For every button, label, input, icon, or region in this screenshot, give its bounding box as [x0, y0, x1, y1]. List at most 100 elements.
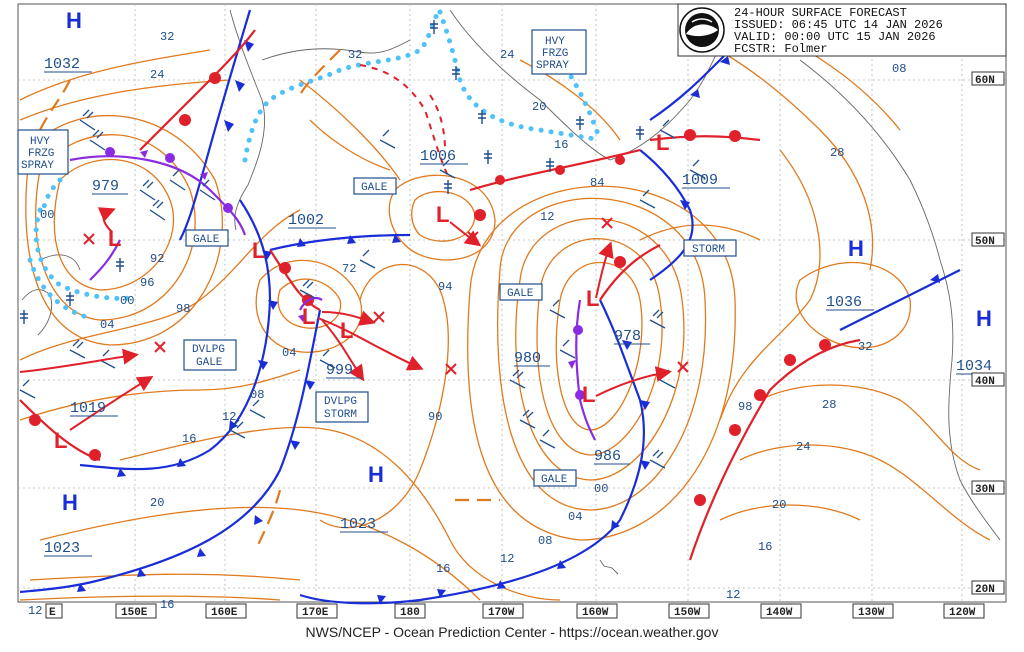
- low-pressure-980: 980: [514, 350, 541, 367]
- low-pressure-1006: 1006: [420, 148, 456, 165]
- low-symbol: L: [656, 130, 669, 155]
- isobar-label: 84: [590, 176, 604, 190]
- isobar-label: 00: [40, 208, 54, 222]
- warning-box-gale-1: GALE: [353, 177, 397, 195]
- low-pressure-978: 978: [614, 328, 641, 345]
- header-valid: VALID: 00:00 UTC 15 JAN 2026: [734, 30, 936, 44]
- header-title: 24-HOUR SURFACE FORECAST: [734, 6, 907, 20]
- map-canvas: L L L L L L L L L H H H H H 1032 1023 10…: [17, 3, 1007, 619]
- isobar-label: 20: [532, 100, 546, 114]
- isobar-label: 04: [568, 510, 582, 524]
- isobar-label: 32: [858, 340, 872, 354]
- isobars: [19, 19, 991, 601]
- svg-text:GALE: GALE: [541, 474, 568, 486]
- isobar-label: 90: [428, 410, 442, 424]
- lat-label-20n: 20N: [975, 584, 995, 596]
- lon-label: 130W: [858, 607, 885, 619]
- isobar-label: 12: [500, 552, 514, 566]
- low-symbol: L: [302, 304, 315, 329]
- lon-label: E: [49, 607, 56, 619]
- isobar-label: 98: [738, 400, 752, 414]
- isobar-label: 00: [120, 294, 134, 308]
- footer-credit: NWS/NCEP - Ocean Prediction Center - htt…: [305, 624, 719, 640]
- svg-text:GALE: GALE: [196, 357, 223, 369]
- low-pressure-979: 979: [92, 178, 119, 195]
- isobar-label: 08: [538, 534, 552, 548]
- high-pressure-1023b: 1023: [44, 540, 80, 557]
- svg-text:GALE: GALE: [193, 234, 220, 246]
- high-symbol: H: [66, 8, 82, 33]
- isobar-label: 28: [822, 398, 836, 412]
- isobar-label: 72: [342, 262, 356, 276]
- future-position-marks: [83, 217, 689, 375]
- svg-text:DVLPG: DVLPG: [192, 344, 225, 356]
- isobar-labels: 32 24 32 24 20 16 08 00 92 96 00 04 98 7…: [28, 30, 906, 618]
- lon-label: 120W: [949, 607, 976, 619]
- high-symbol: H: [848, 236, 864, 261]
- isobar-label: 16: [160, 598, 174, 612]
- isobar-label: 98: [176, 302, 190, 316]
- coastlines: [21, 9, 1001, 575]
- low-pressure-1019: 1019: [70, 400, 106, 417]
- pressure-values: 1032 1023 1023 1036 1034 979 1006 1002 9…: [44, 56, 992, 557]
- lon-label: 150W: [674, 607, 701, 619]
- isobar-label: 16: [554, 138, 568, 152]
- isobar-label: 12: [28, 604, 42, 618]
- high-pressure-1034: 1034: [956, 358, 992, 375]
- freezing-spray-symbols: [20, 20, 644, 324]
- isobar-label: 20: [772, 498, 786, 512]
- lon-label: 180: [400, 607, 420, 619]
- svg-text:GALE: GALE: [507, 288, 534, 300]
- svg-text:SPRAY: SPRAY: [536, 60, 569, 72]
- isobar-label: 92: [150, 252, 164, 266]
- svg-text:FRZG: FRZG: [28, 148, 54, 160]
- lon-label: 160W: [582, 607, 609, 619]
- svg-text:GALE: GALE: [361, 182, 388, 194]
- svg-text:STORM: STORM: [692, 244, 725, 256]
- isobar-label: 16: [758, 540, 772, 554]
- warning-boxes: HVY FRZG SPRAY HVY FRZG SPRAY GALE GALE …: [17, 29, 737, 487]
- pressure-underlines: [44, 71, 1004, 557]
- noaa-logo: [679, 7, 725, 53]
- lon-label: 170W: [488, 607, 515, 619]
- isobar-label: 24: [150, 68, 164, 82]
- forecast-header: 24-HOUR SURFACE FORECAST ISSUED: 06:45 U…: [677, 3, 1007, 57]
- low-pressure-1002: 1002: [288, 212, 324, 229]
- svg-text:HVY: HVY: [545, 36, 565, 48]
- longitude-labels: E 150E 160E 170E 180 170W 160W 150W 140W…: [45, 603, 985, 619]
- high-symbol: H: [976, 306, 992, 331]
- isobar-label: 00: [594, 482, 608, 496]
- warning-box-storm: STORM: [683, 239, 737, 257]
- warning-box-gale-4: GALE: [533, 469, 577, 487]
- warning-box-hvy-frzg-spray-east: HVY FRZG SPRAY: [531, 29, 587, 75]
- lon-label: 170E: [302, 607, 329, 619]
- lat-label-60n: 60N: [975, 75, 995, 87]
- low-symbol: L: [582, 382, 595, 407]
- isobar-label: 20: [150, 496, 164, 510]
- svg-text:DVLPG: DVLPG: [324, 396, 357, 408]
- svg-text:FRZG: FRZG: [542, 48, 568, 60]
- map-frame: [17, 3, 1007, 603]
- svg-text:STORM: STORM: [324, 409, 357, 421]
- isobar-label: 28: [830, 146, 844, 160]
- isobar-label: 04: [282, 346, 296, 360]
- stationary-fronts: [359, 64, 451, 181]
- header-forecaster: FCSTR: Folmer: [734, 42, 828, 56]
- low-centers: L L L L L L L L L: [54, 130, 669, 453]
- isobar-label: 24: [796, 440, 810, 454]
- lat-label-30n: 30N: [975, 484, 995, 496]
- isobar-label: 12: [726, 588, 740, 602]
- isobar-label: 32: [348, 48, 362, 62]
- isobar-label: 16: [182, 432, 196, 446]
- high-pressure-1036: 1036: [826, 294, 862, 311]
- isobar-label: 94: [438, 280, 452, 294]
- isobar-label: 96: [140, 276, 154, 290]
- lat-label-40n: 40N: [975, 376, 995, 388]
- isobar-label: 12: [540, 210, 554, 224]
- high-pressure-1032: 1032: [44, 56, 80, 73]
- low-pressure-1009: 1009: [682, 172, 718, 189]
- high-pressure-1023: 1023: [340, 516, 376, 533]
- svg-text:HVY: HVY: [30, 136, 50, 148]
- low-symbol: L: [252, 238, 265, 263]
